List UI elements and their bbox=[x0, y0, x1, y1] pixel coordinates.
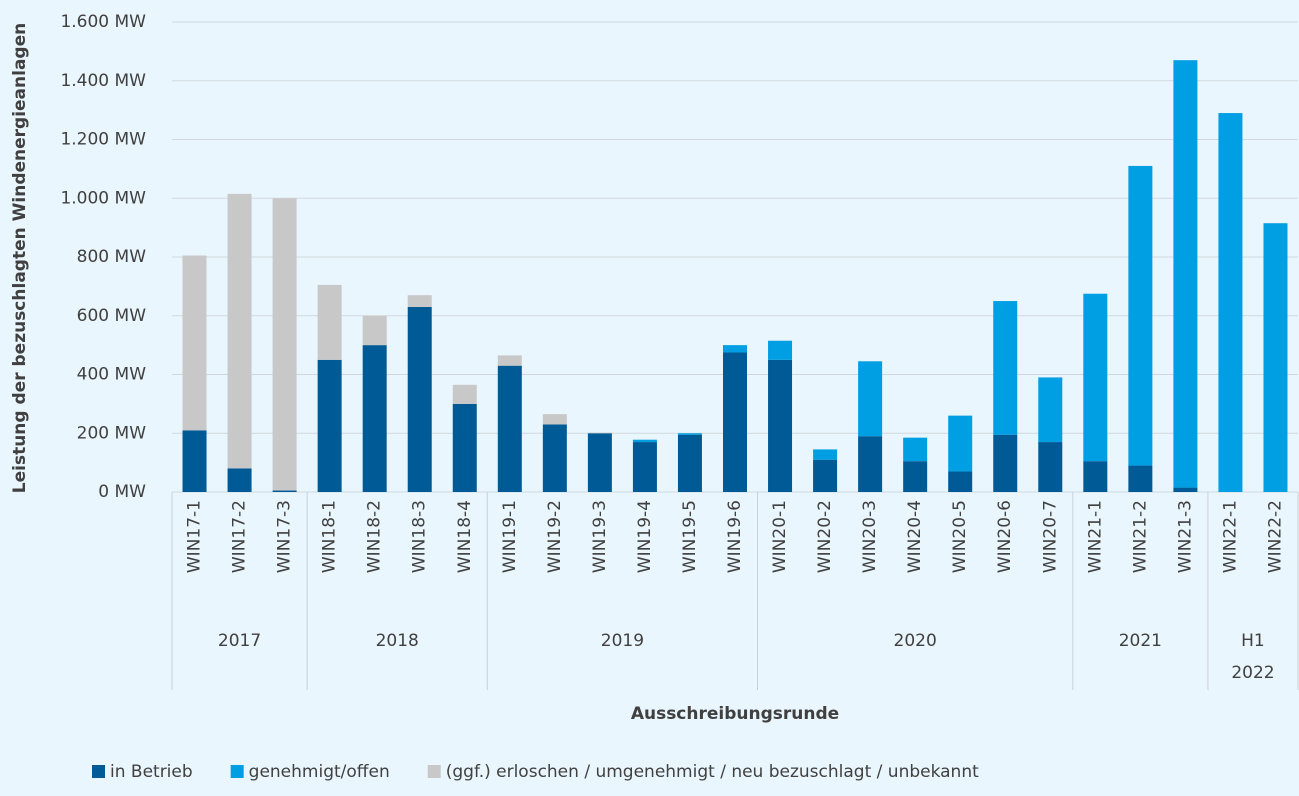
y-tick-label: 800 MW bbox=[77, 247, 147, 267]
x-tick-label: WIN22-2 bbox=[1265, 500, 1285, 573]
legend-label: genehmigt/offen bbox=[249, 762, 390, 782]
y-tick-label: 1.600 MW bbox=[60, 12, 146, 32]
bar-segment bbox=[903, 437, 928, 462]
bar-segment bbox=[362, 315, 387, 346]
legend-swatch bbox=[92, 765, 105, 778]
x-tick-label: WIN17-2 bbox=[230, 500, 250, 573]
bar-segment bbox=[1218, 113, 1243, 492]
bar-segment bbox=[903, 461, 928, 492]
bar-segment bbox=[542, 424, 567, 492]
y-tick-label: 600 MW bbox=[77, 306, 147, 326]
x-tick-label: WIN17-1 bbox=[185, 500, 205, 573]
bar-segment bbox=[677, 434, 702, 492]
x-tick-label: WIN19-5 bbox=[680, 500, 700, 573]
x-tick-label: WIN18-4 bbox=[455, 500, 475, 573]
bar-segment bbox=[542, 414, 567, 425]
bar-segment bbox=[407, 306, 432, 492]
y-axis-title: Leistung der bezuschlagten Windenergiean… bbox=[10, 23, 30, 493]
bar-segment bbox=[452, 403, 477, 492]
y-tick-label: 1.000 MW bbox=[60, 188, 146, 208]
legend-swatch bbox=[427, 765, 441, 778]
bar-segment bbox=[452, 384, 477, 404]
bar-segment bbox=[813, 459, 838, 492]
bar-segment bbox=[1173, 487, 1198, 492]
bar-segment bbox=[677, 433, 702, 435]
x-tick-label: WIN19-2 bbox=[545, 500, 565, 573]
bar-segment bbox=[1038, 377, 1063, 443]
bar-segment bbox=[858, 361, 883, 437]
y-tick-label: 0 MW bbox=[98, 482, 146, 502]
legend-label: in Betrieb bbox=[110, 762, 193, 782]
bar-segment bbox=[813, 449, 838, 460]
x-tick-label: WIN20-1 bbox=[770, 500, 790, 573]
bar-segment bbox=[317, 284, 342, 360]
bar-segment bbox=[632, 439, 657, 443]
x-axis-title: Ausschreibungsrunde bbox=[631, 704, 839, 724]
bar-segment bbox=[1173, 60, 1198, 488]
bar-segment bbox=[362, 345, 387, 492]
x-tick-label: WIN20-5 bbox=[950, 500, 970, 573]
bar-segment bbox=[227, 193, 252, 469]
bar-segment bbox=[1263, 223, 1288, 492]
x-tick-label: WIN20-3 bbox=[860, 500, 880, 573]
y-tick-label: 400 MW bbox=[77, 365, 147, 385]
x-tick-label: WIN20-6 bbox=[995, 500, 1015, 573]
bar-segment bbox=[723, 352, 747, 492]
x-tick-label: WIN21-1 bbox=[1085, 500, 1105, 573]
group-label: 2021 bbox=[1119, 631, 1162, 651]
bar-segment bbox=[768, 340, 793, 360]
bar-segment bbox=[272, 198, 297, 491]
bar-segment bbox=[768, 359, 793, 492]
group-label: 2017 bbox=[218, 631, 261, 651]
bar-segment bbox=[1038, 442, 1063, 492]
bar-segment bbox=[1083, 293, 1108, 462]
bar-segment bbox=[948, 471, 973, 492]
group-label: 2019 bbox=[601, 631, 644, 651]
bar-segment bbox=[993, 301, 1018, 435]
bar-segment bbox=[497, 365, 522, 492]
group-label: 2022 bbox=[1231, 663, 1274, 683]
group-label: 2020 bbox=[894, 631, 937, 651]
y-tick-label: 1.200 MW bbox=[60, 130, 146, 150]
bar-segment bbox=[227, 468, 252, 492]
bar-segment bbox=[587, 433, 612, 492]
bar-segment bbox=[948, 415, 973, 472]
x-tick-label: WIN22-1 bbox=[1220, 500, 1240, 573]
bar-segment bbox=[182, 255, 207, 431]
x-tick-label: WIN17-3 bbox=[275, 500, 295, 573]
legend-label: (ggf.) erloschen / umgenehmigt / neu bez… bbox=[446, 762, 979, 782]
bar-segment bbox=[272, 490, 297, 492]
bar-segment bbox=[317, 359, 342, 492]
x-tick-label: WIN21-2 bbox=[1130, 500, 1150, 573]
bar-segment bbox=[1128, 465, 1153, 492]
bar-segment bbox=[723, 345, 747, 353]
x-tick-label: WIN18-2 bbox=[365, 500, 385, 573]
bar-segment bbox=[632, 442, 657, 492]
bar-segment bbox=[407, 295, 432, 307]
bar-segment bbox=[858, 436, 883, 492]
x-tick-label: WIN20-4 bbox=[905, 500, 925, 573]
x-tick-label: WIN21-3 bbox=[1175, 500, 1195, 573]
x-tick-label: WIN20-7 bbox=[1040, 500, 1060, 573]
legend-swatch bbox=[230, 765, 244, 778]
bar-segment bbox=[1128, 165, 1153, 466]
bar-segment bbox=[587, 432, 612, 434]
y-tick-label: 200 MW bbox=[77, 423, 147, 443]
x-tick-label: WIN18-3 bbox=[410, 500, 430, 573]
group-label: H1 bbox=[1241, 631, 1265, 651]
group-label: 2018 bbox=[376, 631, 419, 651]
y-tick-label: 1.400 MW bbox=[60, 71, 146, 91]
bar-segment bbox=[182, 430, 207, 492]
x-tick-label: WIN19-6 bbox=[725, 500, 745, 573]
x-tick-label: WIN18-1 bbox=[320, 500, 340, 573]
x-tick-label: WIN20-2 bbox=[815, 500, 835, 573]
bar-segment bbox=[1083, 461, 1108, 492]
bar-segment bbox=[497, 355, 522, 366]
x-tick-label: WIN19-4 bbox=[635, 500, 655, 573]
bar-segment bbox=[993, 434, 1018, 492]
x-tick-label: WIN19-3 bbox=[590, 500, 610, 573]
x-tick-label: WIN19-1 bbox=[500, 500, 520, 573]
